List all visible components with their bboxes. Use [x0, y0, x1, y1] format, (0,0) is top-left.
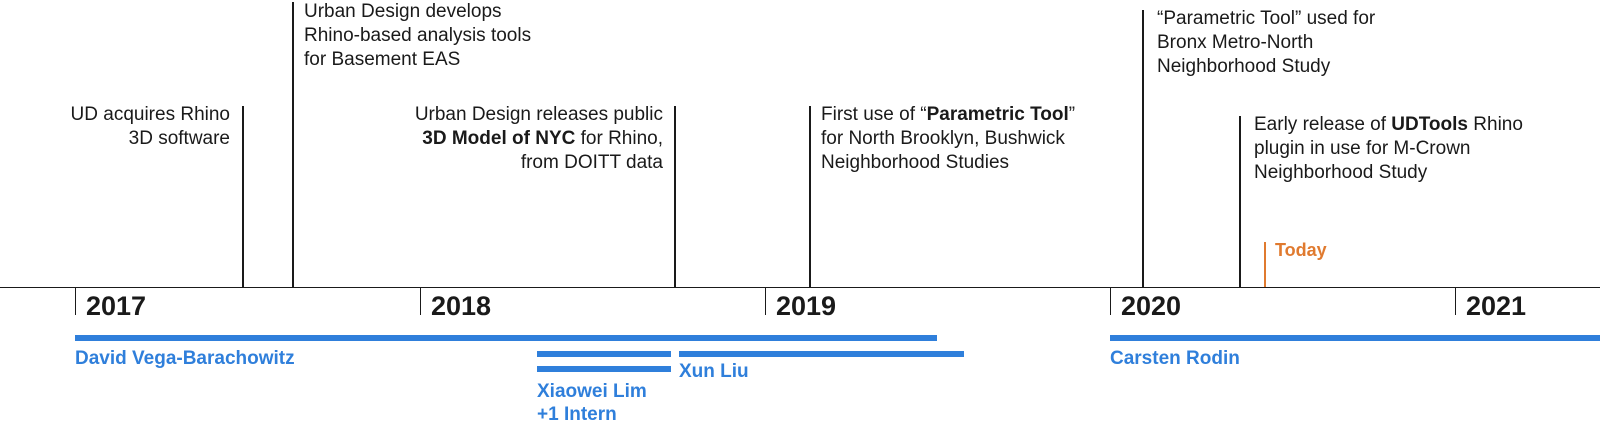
- event-label-parametric-bronx: “Parametric Tool” used for Bronx Metro-No…: [1157, 7, 1375, 79]
- event-text-line: plugin in use for M-Crown: [1254, 137, 1523, 161]
- staff-name-line: David Vega-Barachowitz: [75, 348, 295, 369]
- event-label-3d-model-nyc: Urban Design releases public 3D Model of …: [415, 103, 663, 175]
- year-tick-2020: [1110, 287, 1111, 315]
- event-text-line: Rhino-based analysis tools: [304, 24, 531, 48]
- event-text-line: Urban Design develops: [304, 0, 531, 24]
- event-text: from DOITT data: [520, 152, 663, 173]
- event-line-3d-model-nyc: [674, 106, 676, 287]
- event-text-line: Neighborhood Study: [1157, 55, 1375, 79]
- event-text-line: for Basement EAS: [304, 48, 531, 72]
- year-tick-2017: [75, 287, 76, 315]
- event-text-line: First use of “Parametric Tool”: [821, 103, 1075, 127]
- event-text-line: Urban Design releases public: [415, 103, 663, 127]
- event-text-bold: UDTools: [1391, 114, 1468, 135]
- staff-label-xiaowei: Xiaowei Lim +1 Intern: [537, 380, 647, 426]
- timeline-axis: [0, 287, 1600, 288]
- event-text: Urban Design releases public: [414, 104, 663, 125]
- event-label-analysis-tools: Urban Design develops Rhino-based analysi…: [304, 0, 531, 72]
- year-label-2019: 2019: [776, 291, 837, 321]
- year-tick-2019: [765, 287, 766, 315]
- staff-bar-carsten: [1110, 335, 1600, 341]
- event-label-rhino-acquired: UD acquires Rhino 3D software: [71, 103, 230, 151]
- event-text: Neighborhood Study: [1157, 56, 1331, 77]
- year-label-2017: 2017: [86, 291, 147, 321]
- year-label-2018: 2018: [431, 291, 492, 321]
- event-text-line: Neighborhood Study: [1254, 161, 1523, 185]
- staff-bar-david: [75, 335, 937, 341]
- event-text-bold: Parametric Tool: [926, 104, 1069, 125]
- event-line-parametric-bronx: [1142, 10, 1144, 287]
- event-text-line: from DOITT data: [415, 151, 663, 175]
- year-label-2021: 2021: [1466, 291, 1527, 321]
- event-text: for Rhino,: [575, 128, 663, 149]
- event-text: plugin in use for M-Crown: [1254, 138, 1471, 159]
- event-text: Early release of: [1254, 114, 1392, 135]
- staff-label-david: David Vega-Barachowitz: [75, 347, 295, 370]
- event-text: UD acquires Rhino: [70, 104, 230, 125]
- event-text-line: Early release of UDTools Rhino: [1254, 113, 1523, 137]
- event-line-analysis-tools: [292, 2, 294, 287]
- staff-name-line: +1 Intern: [537, 404, 617, 425]
- event-text: for North Brooklyn, Bushwick: [821, 128, 1065, 149]
- event-label-parametric-first-use: First use of “Parametric Tool” for North …: [821, 103, 1075, 175]
- event-text-line: for North Brooklyn, Bushwick: [821, 127, 1075, 151]
- year-label-2020: 2020: [1121, 291, 1182, 321]
- event-text: “Parametric Tool” used for: [1157, 8, 1376, 29]
- event-text: First use of “: [821, 104, 927, 125]
- staff-name-line: Xiaowei Lim: [537, 381, 647, 402]
- event-text-line: 3D software: [71, 127, 230, 151]
- staff-name-line: Carsten Rodin: [1110, 348, 1240, 369]
- event-text-line: 3D Model of NYC for Rhino,: [415, 127, 663, 151]
- event-text-line: Bronx Metro-North: [1157, 31, 1375, 55]
- staff-bar-xun: [679, 351, 964, 357]
- staff-label-carsten: Carsten Rodin: [1110, 347, 1240, 370]
- event-text-line: “Parametric Tool” used for: [1157, 7, 1375, 31]
- event-line-parametric-first-use: [809, 106, 811, 287]
- event-text: Rhino: [1468, 114, 1523, 135]
- today-marker-line: [1264, 242, 1266, 287]
- event-text: Urban Design develops: [304, 1, 502, 22]
- staff-bar-intern: [537, 366, 671, 372]
- event-text: Neighborhood Study: [1254, 162, 1428, 183]
- event-label-udtools-early-release: Early release of UDTools Rhino plugin in …: [1254, 113, 1523, 185]
- event-text-line: UD acquires Rhino: [71, 103, 230, 127]
- event-text: for Basement EAS: [304, 49, 461, 70]
- today-marker-label: Today: [1275, 240, 1327, 260]
- event-text: 3D software: [128, 128, 230, 149]
- year-tick-2021: [1455, 287, 1456, 315]
- event-text-bold: 3D Model of NYC: [422, 128, 576, 149]
- event-text: Neighborhood Studies: [821, 152, 1010, 173]
- event-text: Rhino-based analysis tools: [304, 25, 532, 46]
- event-text: ”: [1068, 104, 1076, 125]
- staff-bar-xiaowei: [537, 351, 671, 357]
- year-tick-2018: [420, 287, 421, 315]
- event-line-udtools-early-release: [1239, 116, 1241, 287]
- staff-name-line: Xun Liu: [679, 361, 749, 382]
- event-line-rhino-acquired: [242, 106, 244, 287]
- event-text: Bronx Metro-North: [1157, 32, 1314, 53]
- event-text-line: Neighborhood Studies: [821, 151, 1075, 175]
- staff-label-xun: Xun Liu: [679, 360, 749, 383]
